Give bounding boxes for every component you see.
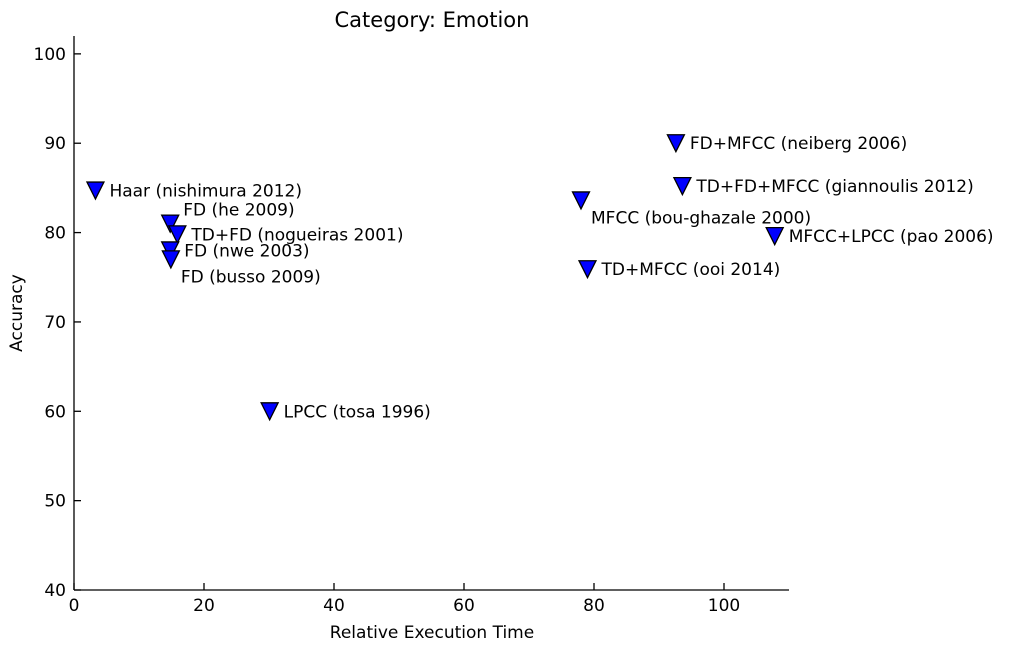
x-ticks: 0 20 40 60 80 100 <box>69 583 740 616</box>
x-tick-label: 100 <box>708 596 740 616</box>
y-tick-label: 80 <box>44 224 66 244</box>
data-point <box>577 260 598 280</box>
data-label: MFCC (bou-ghazale 2000) <box>591 208 811 228</box>
data-point <box>672 176 692 197</box>
x-tick-label: 0 <box>69 596 80 616</box>
x-tick-label: 40 <box>323 596 345 616</box>
y-axis-title: Accuracy <box>7 274 27 352</box>
y-tick-label: 100 <box>34 45 66 65</box>
data-label: FD (nwe 2003) <box>184 241 309 261</box>
data-label: LPCC (tosa 1996) <box>284 402 431 422</box>
data-label: TD+MFCC (ooi 2014) <box>601 260 781 280</box>
data-points <box>85 134 785 422</box>
axes <box>73 36 789 591</box>
data-label: TD+FD (nogueiras 2001) <box>190 225 403 245</box>
data-labels: Haar (nishimura 2012)FD (he 2009) TD+FD (… <box>109 134 993 422</box>
x-tick-label: 60 <box>453 596 475 616</box>
x-tick-label: 80 <box>583 596 605 616</box>
x-tick-label: 20 <box>193 596 215 616</box>
y-tick-label: 70 <box>44 313 66 333</box>
data-label: FD (he 2009) <box>183 201 294 221</box>
data-label: Haar (nishimura 2012) <box>109 182 302 202</box>
chart-title: Category: Emotion <box>335 8 530 32</box>
data-label: MFCC+LPCC (pao 2006) <box>789 227 994 247</box>
data-point <box>85 181 106 201</box>
data-point <box>666 134 686 154</box>
data-label: FD (busso 2009) <box>181 267 321 287</box>
data-point <box>161 250 181 270</box>
y-tick-label: 50 <box>44 492 66 512</box>
y-tick-label: 90 <box>44 134 66 154</box>
x-axis-title: Relative Execution Time <box>330 623 534 643</box>
data-point <box>160 214 180 234</box>
data-label: FD+MFCC (neiberg 2006) <box>690 134 907 154</box>
y-tick-label: 60 <box>44 402 66 422</box>
y-ticks: 40 50 60 70 80 90 100 <box>34 45 81 601</box>
y-tick-label: 40 <box>44 581 66 601</box>
data-point <box>765 227 785 247</box>
data-point <box>167 225 187 245</box>
data-point <box>260 402 280 422</box>
data-point <box>571 191 591 211</box>
data-label: TD+FD+MFCC (giannoulis 2012) <box>695 177 973 197</box>
